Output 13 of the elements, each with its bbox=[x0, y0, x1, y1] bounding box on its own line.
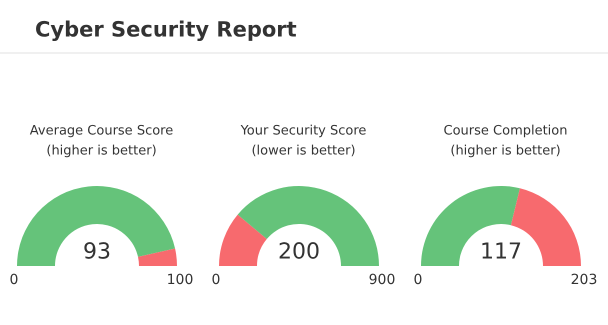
text: Cyber Security Report bbox=[35, 18, 297, 42]
text: 200 bbox=[278, 240, 320, 264]
text: 900 bbox=[368, 272, 396, 288]
text: 0 bbox=[212, 272, 220, 288]
chart-title: Average Course Score (higher is better) bbox=[30, 124, 174, 158]
chart-title: Your Security Score (lower is better) bbox=[240, 124, 366, 158]
text: 0 bbox=[10, 272, 18, 288]
text: 100 bbox=[166, 272, 194, 288]
text: 117 bbox=[480, 240, 522, 264]
chart-title: Course Completion (higher is better) bbox=[444, 124, 568, 158]
text: 93 bbox=[83, 240, 111, 264]
text: 0 bbox=[414, 272, 422, 288]
text: 203 bbox=[570, 272, 598, 288]
